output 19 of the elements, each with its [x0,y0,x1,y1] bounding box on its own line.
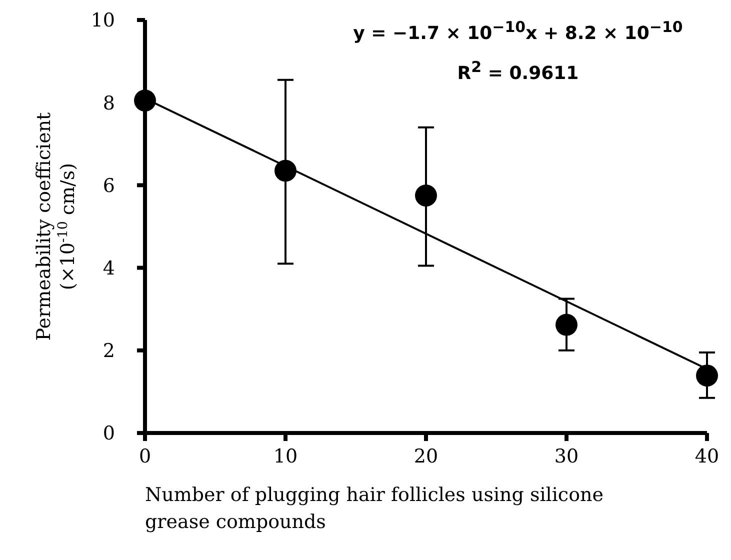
y-tick-label: 6 [102,174,115,197]
x-tick-label: 10 [273,445,298,468]
y-tick-label: 10 [90,10,115,32]
x-tick-label: 30 [554,445,579,468]
x-tick-label: 40 [694,445,720,468]
annotation: R$^{2}$ = 0.9611 [456,58,580,84]
annotation: y = −1.7 × 10$^{−10}$x + 8.2 × 10$^{−10}$ [352,18,684,44]
point [556,314,578,336]
y-tick-label: 0 [102,422,115,445]
y-tick-label: 8 [102,92,115,114]
x-tick-label: 0 [138,445,152,468]
point [134,90,156,112]
point [696,364,718,387]
y-tick-label: 4 [102,258,115,280]
x-tick-label: 20 [414,445,438,468]
y-tick-label: 2 [102,340,115,362]
point [274,160,296,182]
x-axis-title: Number of plugging hair follicles using silicone grease compounds [145,484,604,533]
point [415,184,437,207]
